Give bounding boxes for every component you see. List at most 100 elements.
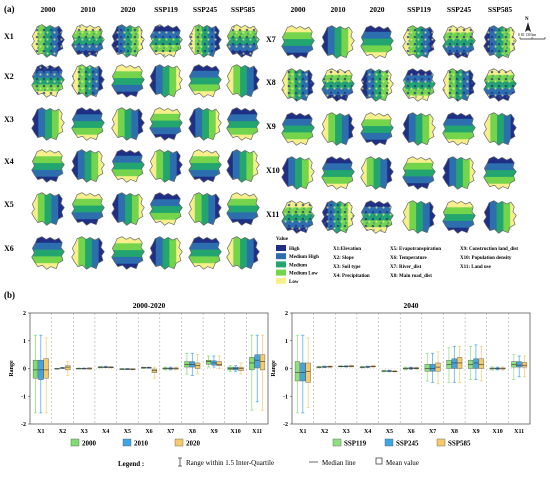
legend-iqr: Range within 1.5 Inter-Quartile [186,459,274,467]
map-tile [31,149,65,183]
series-swatch [122,438,132,447]
column-header-left-5: SSP585 [231,5,255,14]
series-label: SSP119 [344,440,367,448]
map-tile [31,236,65,270]
x-tick-label: X9 [210,429,217,435]
column-header-right-4: SSP245 [447,5,471,14]
value-legend-label: Medium High [289,255,319,260]
column-header-right-2: 2020 [370,5,385,14]
boxplot-2040: 2040 -2 -1 0 1 2 Range X1 X2 X3 X4 X5 X6 X7 X8 X9 X10 X11… [271,301,531,448]
x-tick-label: X7 [167,429,174,435]
legend-prefix: Legend : [118,460,144,468]
value-legend-title: Value [276,237,289,242]
map-tile [188,64,222,98]
map-tile [149,107,183,141]
legend-swatch [276,253,286,260]
factor-label: X9: Construction land_dist [460,247,518,252]
map-tile [442,156,476,190]
map-tile [281,156,315,190]
map-tile [226,107,260,141]
map-tile [149,24,183,58]
box-2020 [43,358,49,379]
x-tick-label: X3 [342,429,349,435]
row-label-X3: X3 [4,115,14,124]
row-label-X11: X11 [266,210,279,219]
map-tile [281,112,315,146]
x-tick-label: X8 [451,429,458,435]
factor-label: X11: Land use [460,265,492,270]
x-tick-label: X2 [321,429,328,435]
legend-swatch [276,277,286,284]
legend-swatch [276,261,286,268]
column-header-left-0: 2000 [41,5,56,14]
series-label: SSP585 [448,440,471,448]
box-2010 [254,354,260,369]
series-swatch [384,438,394,447]
map-tile [188,149,222,183]
map-tile [402,156,436,190]
x-tick-label: X10 [230,429,240,435]
column-header-left-2: 2020 [121,5,136,14]
map-tile [188,236,222,270]
x-tick-label: X10 [492,429,502,435]
x-tick-label: X3 [80,429,87,435]
map-tile [321,25,355,59]
series-label: 2020 [186,440,201,448]
map-tile [226,24,260,58]
row-label-X5: X5 [4,200,14,209]
box-2020 [216,361,222,366]
factor-label: X5: Evapotranspiration [390,247,441,252]
map-tile [321,112,355,146]
series-swatch [174,438,184,447]
box-SSP245 [451,358,457,369]
row-label-X10: X10 [266,166,280,175]
x-tick-label: X1 [299,429,306,435]
factor-legend: X1:Elevation X2: Slope X3: Soil type X4: Pr… [333,247,518,279]
factor-label: X2: Slope [333,256,354,261]
box-SSP119 [424,364,430,372]
map-tile [149,149,183,183]
value-legend-label: Medium Low [289,272,318,277]
y-tick-label: 1 [285,339,288,345]
y-tick-label: -1 [21,394,26,400]
column-header-left-4: SSP245 [193,5,217,14]
scale-bar: 0 65 130 km [518,33,546,40]
column-header-right-5: SSP585 [488,5,512,14]
map-tile [226,64,260,98]
row-label-X6: X6 [4,244,14,253]
map-tile [360,156,394,190]
series-label: 2010 [134,440,149,448]
map-tile [71,192,105,226]
x-tick-label: X1 [37,429,44,435]
map-tile [321,156,355,190]
x-tick-label: X9 [472,429,479,435]
column-header-right-0: 2000 [291,5,306,14]
y-tick-label: 1 [23,339,26,345]
map-tile [71,107,105,141]
value-legend: Value High Medium High Medium Medium Low Low [276,237,319,285]
box-SSP585 [305,362,311,383]
row-label-X1: X1 [4,32,14,41]
x-tick-label: X11 [252,429,262,435]
map-tile [402,112,436,146]
box-2000 [32,359,39,379]
map-tile [483,156,517,190]
x-tick-label: X5 [124,429,131,435]
row-label-X8: X8 [266,78,276,87]
series-label: 2000 [82,440,97,448]
box-2000 [205,359,212,365]
column-header-left-3: SSP119 [154,5,178,14]
x-tick-label: X7 [429,429,436,435]
row-label-X4: X4 [4,157,14,166]
map-tile [360,25,394,59]
row-label-X2: X2 [4,72,14,81]
map-tile [226,149,260,183]
north-arrow-icon: N [525,17,531,32]
factor-label: X8: Main road_dist [390,274,432,279]
factor-label: X4: Precipitation [333,274,370,279]
map-grid [31,24,517,270]
map-tile [360,68,394,102]
iqr-range-icon [178,457,182,467]
box-SSP245 [430,364,436,372]
y-tick-label: 2 [23,311,26,317]
